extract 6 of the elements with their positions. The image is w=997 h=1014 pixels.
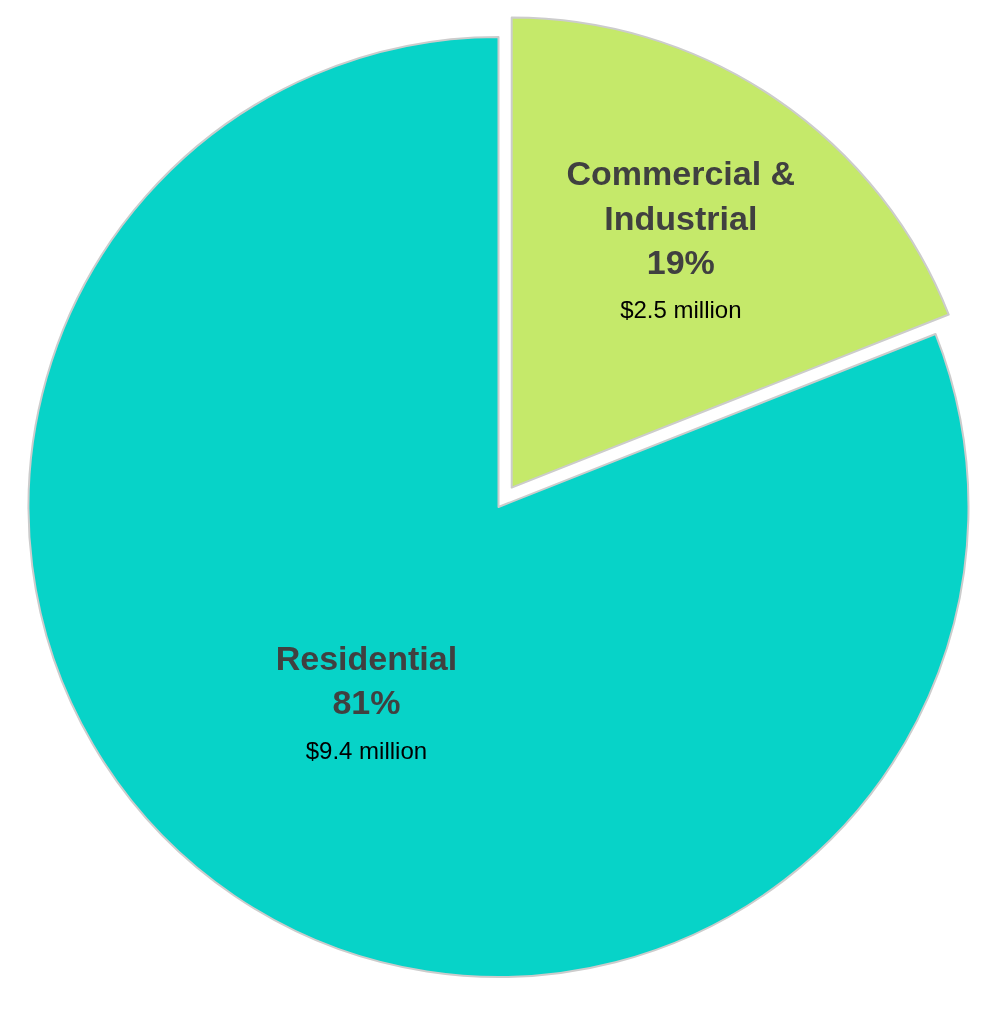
data-label: 81%: [332, 683, 401, 722]
slice-label: Residential: [275, 639, 458, 678]
data-label: 19%: [646, 242, 715, 281]
slice-label: Commercial & Industrial: [566, 154, 796, 237]
text: $9.4 million: [305, 736, 428, 764]
text: $2.5 million: [620, 296, 742, 324]
